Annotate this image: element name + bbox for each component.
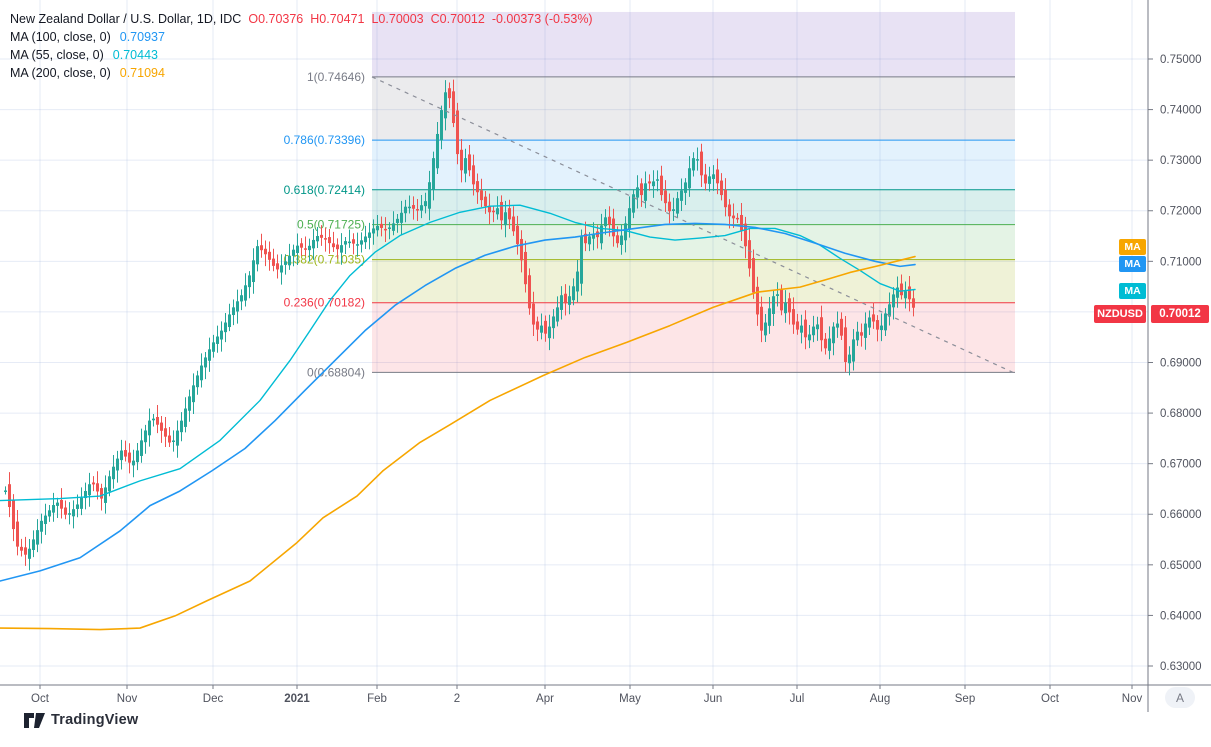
price-axis-label: 0.66000 [1160, 509, 1202, 521]
fib-level-lines: 1(0.74646) 0.786(0.73396) 0.618(0.72414) 0.… [284, 70, 1015, 379]
price-axis-label: 0.69000 [1160, 357, 1202, 369]
price-axis-label: 0.75000 [1160, 54, 1202, 66]
time-axis-label: Oct [31, 693, 50, 705]
tradingview-logo-text: TradingView [51, 712, 139, 728]
time-axis-label: Nov [1122, 693, 1143, 705]
low-value: L0.70003 [371, 12, 424, 26]
price-axis-label: 0.74000 [1160, 105, 1202, 117]
time-axis-label: Sep [955, 693, 975, 705]
price-axis-label: 0.67000 [1160, 459, 1202, 471]
price-axis-label: 0.65000 [1160, 560, 1202, 572]
ma-axis-badge: MA [1119, 256, 1146, 272]
time-axis-label: Oct [1041, 693, 1060, 705]
symbol-axis-badge: NZDUSD [1094, 305, 1146, 323]
indicator-row-ma200[interactable]: MA (200, close, 0) 0.71094 [10, 64, 593, 82]
fib-level-label: 0(0.68804) [307, 365, 365, 379]
symbol-legend-row[interactable]: New Zealand Dollar / U.S. Dollar, 1D, ID… [10, 10, 593, 28]
indicator-row-ma55[interactable]: MA (55, close, 0) 0.70443 [10, 46, 593, 64]
high-value: H0.70471 [310, 12, 365, 26]
price-axis[interactable]: 0.75000 0.74000 0.73000 0.72000 0.71000 0.690… [1147, 0, 1202, 712]
tradingview-logo[interactable]: TradingView [24, 712, 138, 728]
ma-line-ma-200 [0, 255, 916, 631]
close-value: C0.70012 [430, 12, 485, 26]
indicator-label: MA (55, close, 0) [10, 48, 104, 62]
auto-fit-button[interactable]: A [1165, 687, 1195, 708]
symbol-title: New Zealand Dollar / U.S. Dollar, 1D, ID… [10, 12, 242, 26]
time-axis-label: Jul [790, 693, 805, 705]
indicator-value: 0.71094 [119, 66, 165, 80]
fib-level-label: 0.382(0.71035) [284, 253, 365, 267]
time-axis-label: Feb [367, 693, 387, 705]
indicator-value: 0.70443 [112, 48, 158, 62]
time-axis-label: Aug [870, 693, 890, 705]
time-axis-label: Dec [203, 693, 224, 705]
indicator-label: MA (200, close, 0) [10, 66, 111, 80]
ma-line-ma-55 [0, 204, 916, 502]
fib-level-label: 1(0.74646) [307, 70, 365, 84]
indicator-row-ma100[interactable]: MA (100, close, 0) 0.70937 [10, 28, 593, 46]
price-axis-label: 0.71000 [1160, 256, 1202, 268]
price-axis-label: 0.72000 [1160, 206, 1202, 218]
time-axis-label: May [619, 693, 641, 705]
indicator-label: MA (100, close, 0) [10, 30, 111, 44]
price-axis-label: 0.73000 [1160, 155, 1202, 167]
fib-retracement-bands [372, 11, 1015, 373]
chart-legend: New Zealand Dollar / U.S. Dollar, 1D, ID… [10, 10, 593, 82]
time-axis-label: Jun [704, 693, 723, 705]
time-axis[interactable]: Oct Nov Dec 2021 Feb 2 Apr May Jun Jul Aug Sep Oct No… [0, 684, 1211, 705]
indicator-value: 0.70937 [119, 30, 165, 44]
change-value: -0.00373 (-0.53%) [491, 12, 593, 26]
time-axis-label: Nov [117, 693, 138, 705]
last-price-badge: 0.70012 [1151, 305, 1209, 323]
ma-axis-badge: MA [1119, 239, 1146, 255]
candlestick-series [4, 79, 915, 571]
ma-axis-badge: MA [1119, 283, 1146, 299]
price-axis-label: 0.68000 [1160, 408, 1202, 420]
time-axis-label: 2 [454, 693, 460, 705]
ma-line-ma-100 [0, 222, 916, 582]
time-axis-label: 2021 [284, 693, 310, 705]
price-axis-label: 0.64000 [1160, 610, 1202, 622]
price-axis-label: 0.63000 [1160, 661, 1202, 673]
fib-trendline [371, 76, 1014, 373]
fib-level-label: 0.786(0.73396) [284, 133, 365, 147]
fib-level-label: 0.236(0.70182) [284, 296, 365, 310]
fib-level-label: 0.618(0.72414) [284, 183, 365, 197]
open-value: O0.70376 [248, 12, 304, 26]
time-axis-label: Apr [536, 693, 554, 705]
tradingview-logo-icon [24, 712, 45, 728]
fib-level-label: 0.5(0.71725) [297, 218, 365, 232]
